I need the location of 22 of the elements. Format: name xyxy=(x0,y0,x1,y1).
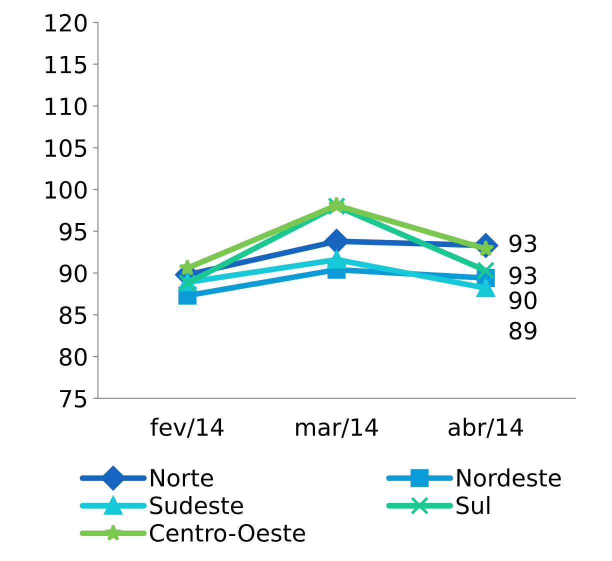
y-tick-label: 85 xyxy=(60,306,86,324)
x-tick-label: abr/14 xyxy=(448,418,524,438)
y-tick-label: 110 xyxy=(46,97,87,116)
legend-label: Norte xyxy=(150,469,213,487)
y-tick-label: 95 xyxy=(60,222,86,241)
legend-label: Centro-Oeste xyxy=(150,524,306,542)
y-tick-label: 120 xyxy=(46,14,87,32)
data-label: 89 xyxy=(510,322,536,340)
legend-label: Sul xyxy=(456,496,490,514)
data-label: 93 xyxy=(509,234,536,252)
y-tick-label: 105 xyxy=(46,139,86,158)
y-tick-label: 80 xyxy=(60,348,87,366)
x-tick-label: fev/14 xyxy=(150,418,224,438)
x-tick-label: mar/14 xyxy=(296,418,378,438)
y-tick-label: 75 xyxy=(60,390,86,408)
y-tick-label: 90 xyxy=(60,264,87,282)
legend-label: Nordeste xyxy=(457,468,561,487)
y-tick-label: 115 xyxy=(46,56,86,74)
data-label: 93 xyxy=(509,266,536,284)
legend-label: Sudeste xyxy=(150,496,243,514)
y-tick-label: 100 xyxy=(46,180,87,199)
data-label: 90 xyxy=(509,291,536,310)
